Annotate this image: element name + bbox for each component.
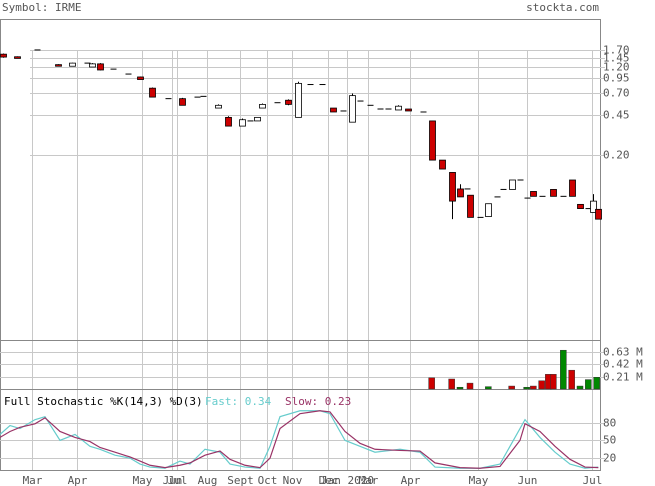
- x-tick-label: Mar: [359, 474, 379, 486]
- volume-bar: [538, 380, 545, 390]
- candle-body: [349, 95, 356, 123]
- candle-body: [69, 62, 76, 67]
- candle-body: [215, 104, 222, 109]
- y-tick-label: 0.20: [603, 149, 630, 162]
- volume-bar: [456, 386, 464, 390]
- x-tick-label: Sept: [227, 474, 254, 486]
- y-tick-label: 50: [603, 434, 616, 447]
- stochastic-line: [0, 410, 599, 469]
- y-tick-label: 0.21 M: [603, 371, 643, 384]
- symbol: Symbol: IRME: [2, 1, 81, 14]
- x-tick-label: May: [469, 474, 489, 486]
- volume-bar: [466, 382, 474, 390]
- candle-body: [295, 82, 302, 118]
- y-tick-label: 0.95: [603, 72, 630, 85]
- x-tick-label: Jun: [163, 474, 183, 486]
- x-tick-label: Jun: [518, 474, 538, 486]
- x-tick-label: Nov: [283, 474, 303, 486]
- y-tick-label: 20: [603, 452, 616, 465]
- candle-body: [530, 191, 537, 197]
- candle-body: [149, 87, 156, 98]
- stochastic-line: [0, 410, 599, 469]
- volume-bar: [530, 385, 537, 390]
- volume-bar: [560, 349, 567, 390]
- candle-body: [259, 104, 266, 109]
- x-tick-label: Apr: [68, 474, 88, 486]
- candle-body: [14, 56, 21, 59]
- x-tick-label: Oct: [258, 474, 278, 486]
- candle-body: [550, 189, 557, 197]
- fast-label: Fast: 0.34: [205, 395, 272, 408]
- candle-body: [239, 119, 246, 127]
- candle-body: [330, 107, 337, 113]
- y-tick-label: 1.70: [603, 44, 630, 57]
- candle-body: [0, 53, 7, 58]
- volume-bar: [568, 369, 575, 390]
- stochastic-title: Full Stochastic %K(14,3) %D(3): [4, 395, 203, 408]
- x-tick-label: Jul: [168, 474, 188, 486]
- candle-body: [509, 179, 516, 190]
- volume-bar: [485, 386, 492, 390]
- candle-body: [429, 120, 436, 161]
- candle-body: [485, 203, 492, 217]
- candle-body: [577, 203, 584, 209]
- site: stockta.com: [526, 1, 599, 14]
- y-tick-label: 80: [603, 417, 616, 430]
- candle-body: [137, 76, 144, 80]
- frame: [0, 19, 601, 471]
- y-tick-label: 0.45: [603, 109, 630, 122]
- x-tick-label: Mar: [23, 474, 43, 486]
- candle-body: [179, 98, 186, 106]
- candle-body: [225, 116, 232, 127]
- candle-body: [595, 208, 602, 220]
- candle-body: [89, 63, 96, 68]
- volume-bar: [576, 385, 584, 390]
- candle-body: [395, 105, 402, 111]
- candle-body: [467, 194, 474, 218]
- volume-bar: [593, 376, 600, 390]
- candle-body: [590, 200, 597, 213]
- volume-bar: [585, 379, 592, 390]
- candle-body: [457, 188, 464, 198]
- candle-body: [405, 108, 412, 112]
- y-tick-label: 0.63 M: [603, 346, 643, 359]
- x-tick-label: Apr: [401, 474, 421, 486]
- volume-bar: [508, 385, 515, 390]
- x-tick-label: May: [133, 474, 153, 486]
- y-tick-label: 1.45: [603, 52, 630, 65]
- x-tick-label: Aug: [198, 474, 218, 486]
- volume-bar: [550, 374, 557, 390]
- y-tick-label: 0.70: [603, 87, 630, 100]
- candle-body: [569, 179, 576, 197]
- volume-bar: [428, 377, 435, 390]
- candle-body: [285, 99, 292, 105]
- x-tick-label: Jan 2020: [321, 474, 374, 486]
- slow-label: Slow: 0.23: [285, 395, 351, 408]
- candle-body: [254, 116, 261, 122]
- volume-bar: [523, 386, 530, 390]
- candle-body: [449, 172, 456, 202]
- candle-body: [439, 159, 446, 170]
- x-tick-label: Jul: [583, 474, 603, 486]
- x-tick-label: Dec: [319, 474, 339, 486]
- y-tick-label: 0.42 M: [603, 358, 643, 371]
- y-tick-label: 1.20: [603, 61, 630, 74]
- candle-body: [55, 64, 62, 67]
- candle-body: [97, 63, 104, 71]
- volume-bar: [448, 378, 455, 390]
